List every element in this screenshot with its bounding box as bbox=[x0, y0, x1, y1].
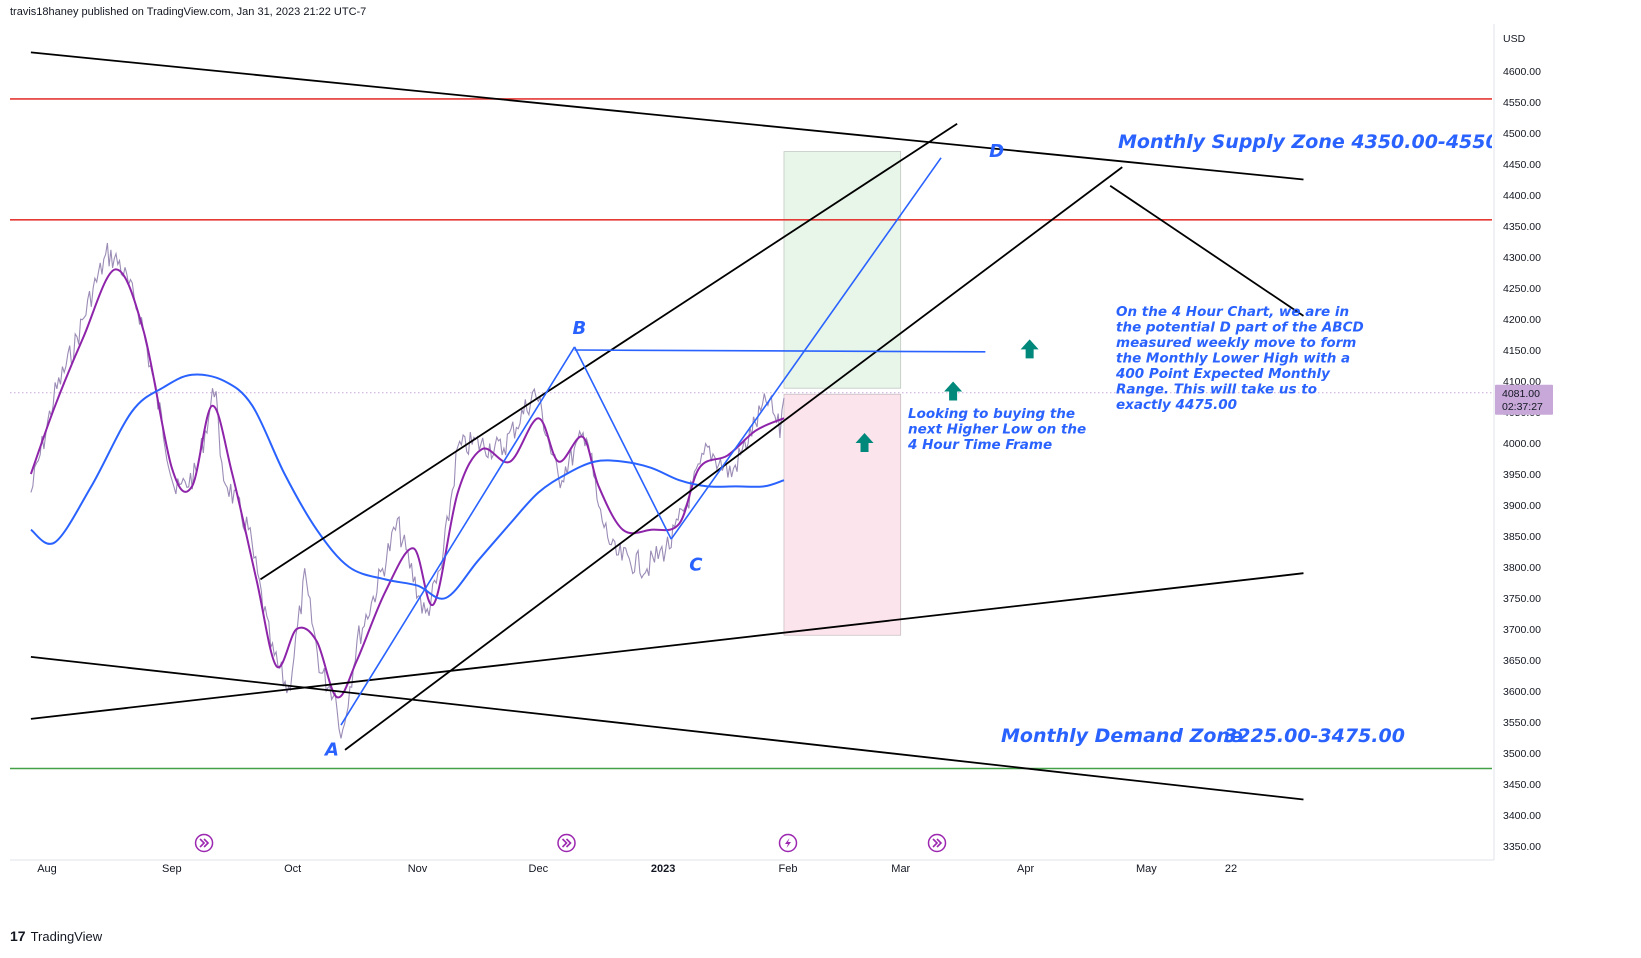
abcd-label-b: B bbox=[573, 318, 587, 339]
price-axis-currency: USD bbox=[1503, 33, 1526, 45]
price-tick-label: 3600.00 bbox=[1503, 686, 1541, 698]
time-tick-label: Oct bbox=[284, 863, 301, 875]
dividend-event-icon bbox=[557, 833, 576, 853]
slow-moving-average bbox=[30, 373, 785, 600]
price-tick-label: 3350.00 bbox=[1503, 841, 1541, 853]
price-tick-label: 4400.00 bbox=[1503, 190, 1541, 202]
trendline-1 bbox=[259, 122, 958, 581]
dividend-event-icon bbox=[194, 833, 214, 853]
time-tick-label: Nov bbox=[408, 863, 428, 875]
price-tick-label: 4450.00 bbox=[1503, 159, 1541, 171]
entry-note-line: Looking to buying the bbox=[908, 406, 1075, 422]
price-tick-label: 3650.00 bbox=[1503, 655, 1541, 667]
time-tick-label: Sep bbox=[162, 863, 182, 875]
price-tick-label: 3750.00 bbox=[1503, 593, 1541, 605]
price-tick-label: 3850.00 bbox=[1503, 531, 1541, 543]
abcd-line-7 bbox=[573, 346, 672, 540]
up-arrow-icon bbox=[855, 433, 874, 452]
last-price-value: 4081.00 bbox=[1502, 388, 1540, 400]
time-tick-label: Mar bbox=[891, 863, 910, 875]
plot-area: A B C D Monthly Supply Zone 4350.00-4550.00 M… bbox=[10, 51, 1532, 801]
price-tick-label: 4150.00 bbox=[1503, 345, 1541, 357]
entry-note-line: 4 Hour Time Frame bbox=[907, 437, 1052, 453]
demand-zone-range: 3225.00-3475.00 bbox=[1224, 725, 1405, 747]
time-tick-label: 2023 bbox=[651, 863, 675, 875]
bar-countdown: 02:37:27 bbox=[1502, 401, 1543, 413]
trendline-2 bbox=[344, 166, 1123, 751]
abcd-label-d: D bbox=[989, 141, 1004, 162]
price-tick-label: 3950.00 bbox=[1503, 469, 1541, 481]
entry-note-line: next Higher Low on the bbox=[908, 422, 1086, 438]
price-tick-label: 4000.00 bbox=[1503, 438, 1541, 450]
price-tick-label: 3700.00 bbox=[1503, 624, 1541, 636]
tradingview-branding[interactable]: 17 TradingView bbox=[10, 928, 102, 944]
time-tick-label: Dec bbox=[529, 863, 549, 875]
abcd-line-8 bbox=[670, 157, 942, 540]
time-tick-label: Apr bbox=[1017, 863, 1034, 875]
price-tick-label: 4300.00 bbox=[1503, 252, 1541, 264]
analysis-note-line: measured weekly move to form bbox=[1116, 335, 1356, 351]
dividend-event-icon bbox=[927, 833, 947, 853]
time-tick-label: Feb bbox=[779, 863, 798, 875]
tradingview-brand-label: TradingView bbox=[30, 928, 103, 944]
trendline-5 bbox=[1109, 184, 1304, 317]
price-tick-label: 4200.00 bbox=[1503, 314, 1541, 326]
abcd-line-6 bbox=[340, 346, 576, 726]
abcd-label-a: A bbox=[323, 740, 339, 761]
publish-attribution: travis18haney published on TradingView.c… bbox=[10, 6, 367, 18]
tradingview-logo-icon: 17 bbox=[10, 928, 26, 944]
demand-zone-label: Monthly Demand Zone bbox=[1001, 725, 1243, 747]
analysis-note-line: exactly 4475.00 bbox=[1116, 397, 1237, 413]
analysis-note-line: Range. This will take us to bbox=[1116, 382, 1317, 398]
target-zone bbox=[783, 151, 902, 389]
price-tick-label: 4550.00 bbox=[1503, 97, 1541, 109]
abcd-label-c: C bbox=[689, 555, 703, 576]
abcd-line-9 bbox=[574, 349, 986, 353]
price-tick-label: 3400.00 bbox=[1503, 810, 1541, 822]
trendline-4 bbox=[30, 656, 1304, 801]
price-tick-label: 3500.00 bbox=[1503, 748, 1541, 760]
price-series bbox=[30, 242, 785, 739]
price-tick-label: 4350.00 bbox=[1503, 221, 1541, 233]
analysis-note-line: the potential D part of the ABCD bbox=[1116, 320, 1364, 336]
analysis-note-line: the Monthly Lower High with a bbox=[1116, 351, 1350, 367]
time-tick-label: 22 bbox=[1225, 863, 1237, 875]
price-tick-label: 3800.00 bbox=[1503, 562, 1541, 574]
trendline-3 bbox=[30, 572, 1304, 720]
time-tick-label: Aug bbox=[37, 863, 57, 875]
price-tick-label: 3900.00 bbox=[1503, 500, 1541, 512]
price-tick-label: 3450.00 bbox=[1503, 779, 1541, 791]
earnings-event-icon bbox=[778, 833, 798, 853]
up-arrow-icon bbox=[1020, 339, 1039, 359]
up-arrow-icon bbox=[944, 381, 963, 401]
price-tick-label: 3550.00 bbox=[1503, 717, 1541, 729]
price-tick-label: 4600.00 bbox=[1503, 66, 1541, 78]
time-tick-label: May bbox=[1136, 863, 1157, 875]
supply-zone-label: Monthly Supply Zone 4350.00-4550.00 bbox=[1118, 131, 1532, 153]
price-tick-label: 4250.00 bbox=[1503, 283, 1541, 295]
trendline-0 bbox=[30, 51, 1304, 181]
analysis-note-line: 400 Point Expected Monthly bbox=[1115, 366, 1331, 382]
last-price-tag bbox=[1495, 384, 1553, 415]
analysis-note-line: On the 4 Hour Chart, we are in bbox=[1116, 304, 1349, 320]
stop-zone bbox=[783, 393, 902, 636]
price-tick-label: 4500.00 bbox=[1503, 128, 1541, 140]
